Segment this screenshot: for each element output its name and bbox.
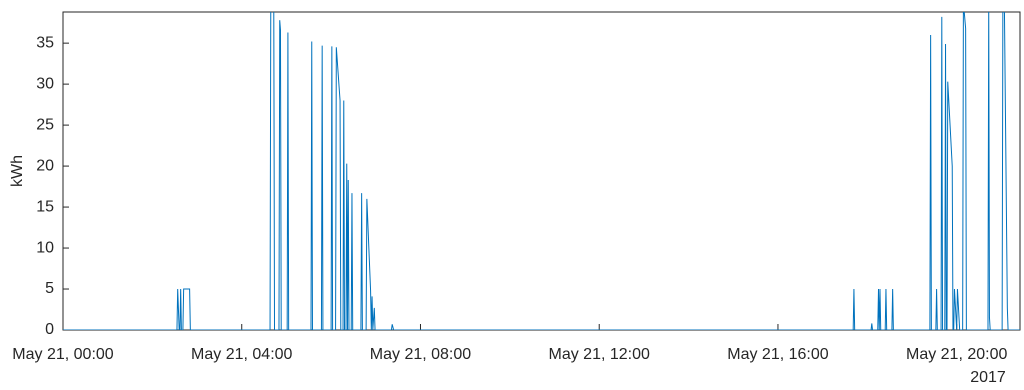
y-tick-label: 25 (36, 116, 54, 133)
plot-box (62, 11, 1021, 331)
y-tick-label: 35 (36, 34, 54, 51)
y-tick-label: 5 (45, 280, 54, 297)
data-line (63, 12, 1020, 330)
x-tick-label: May 21, 08:00 (370, 346, 472, 363)
x-secondary-label: 2017 (970, 369, 1006, 386)
x-tick-label: May 21, 04:00 (191, 346, 293, 363)
x-tick-label: May 21, 12:00 (549, 346, 651, 363)
x-tick-label: May 21, 16:00 (727, 346, 829, 363)
y-axis-label: kWh (9, 155, 26, 187)
x-tick-label: May 21, 20:00 (906, 346, 1008, 363)
y-tick-label: 15 (36, 198, 54, 215)
y-tick-label: 30 (36, 75, 54, 92)
y-tick-label: 10 (36, 239, 54, 256)
y-tick-label: 20 (36, 157, 54, 174)
x-tick-label: May 21, 00:00 (12, 346, 114, 363)
y-tick-label: 0 (45, 321, 54, 338)
